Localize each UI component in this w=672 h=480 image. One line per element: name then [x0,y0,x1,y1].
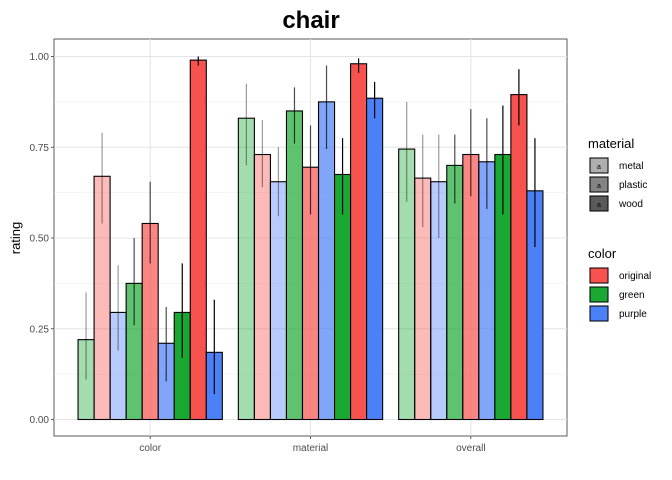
legend-label-wood: wood [618,199,643,210]
legend-title: color [588,246,617,261]
legend-key-purple [589,305,609,322]
y-tick-label: 0.00 [30,415,50,426]
bar-purple-plastic-material [317,101,336,421]
bar-purple-metal-material [269,181,288,421]
legend-key-bg [589,157,609,174]
legend-key-original [589,267,609,284]
y-tick-label: 1.00 [30,52,50,63]
x-tick-label: material [293,443,329,454]
legend-title: material [588,136,634,151]
x-tick-label: overall [456,443,485,454]
legend-key-letter: a [597,202,601,209]
legend-key-wood [589,195,609,212]
error-bars [85,56,536,395]
legend-label-purple: purple [619,309,647,320]
y-axis-ticks: 0.00 0.25 0.50 0.75 1.00 [30,52,54,426]
legend-label-original: original [619,271,651,282]
legend-label-metal: metal [619,161,643,172]
legend-key-green [589,286,609,303]
legend-key-letter: a [597,183,601,190]
bar-purple-wood-material [366,97,384,421]
bar-original-wood-overall [510,94,528,421]
x-axis-ticks: color material overall [139,436,486,454]
x-tick-label: color [139,443,161,454]
legend-key-letter: a [597,164,601,171]
bar-original-metal-color [93,175,111,421]
y-tick-label: 0.75 [30,143,50,154]
bar-original-wood-color [189,59,207,421]
legend-label-plastic: plastic [619,180,647,191]
bar-original-metal-material [253,153,271,421]
bars [77,59,544,421]
y-axis-title: rating [8,222,23,255]
chart-title: chair [282,7,339,34]
legend-label-green: green [619,290,645,301]
legend-key-metal [589,157,609,174]
bar-green-plastic-material [285,110,304,421]
bar-original-wood-material [350,63,368,421]
legend-key-plastic [589,176,609,193]
legends: material a metal a plastic a wood colororiginal… [588,136,651,322]
y-tick-label: 0.25 [30,324,50,335]
y-tick-label: 0.50 [30,234,50,245]
